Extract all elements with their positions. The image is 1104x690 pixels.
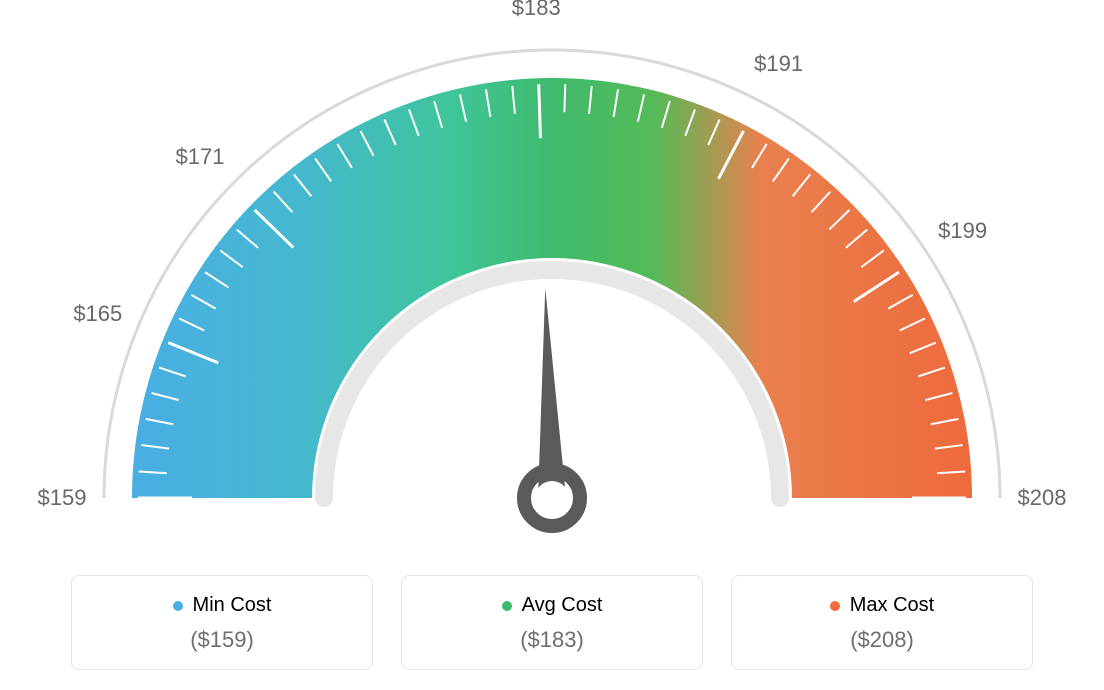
legend-label-max: Max Cost <box>830 594 934 617</box>
legend-dot-min <box>173 601 183 611</box>
legend-value-avg: ($183) <box>402 627 702 653</box>
legend-dot-avg <box>502 601 512 611</box>
legend-label-min: Min Cost <box>173 594 272 617</box>
gauge-tick-label: $159 <box>38 485 87 511</box>
gauge-svg <box>0 0 1104 560</box>
legend-card-max: Max Cost ($208) <box>731 575 1033 670</box>
legend-text-min: Min Cost <box>193 594 272 617</box>
legend-text-max: Max Cost <box>850 594 934 617</box>
gauge-chart-container: $159 $165 $171 $183 $191 $199 $208 Min Cost ($… <box>0 0 1104 690</box>
gauge: $159 $165 $171 $183 $191 $199 $208 <box>0 0 1104 560</box>
legend-label-avg: Avg Cost <box>502 594 603 617</box>
gauge-tick-label: $208 <box>1018 485 1067 511</box>
legend-dot-max <box>830 601 840 611</box>
legend-value-min: ($159) <box>72 627 372 653</box>
gauge-tick-label: $165 <box>73 301 122 327</box>
gauge-tick-label: $183 <box>512 0 561 21</box>
legend-card-min: Min Cost ($159) <box>71 575 373 670</box>
legend-row: Min Cost ($159) Avg Cost ($183) Max Cost… <box>0 575 1104 670</box>
legend-text-avg: Avg Cost <box>522 594 603 617</box>
gauge-tick-label: $199 <box>938 218 987 244</box>
gauge-tick-label: $191 <box>754 51 803 77</box>
gauge-tick-label: $171 <box>176 144 225 170</box>
legend-card-avg: Avg Cost ($183) <box>401 575 703 670</box>
legend-value-max: ($208) <box>732 627 1032 653</box>
